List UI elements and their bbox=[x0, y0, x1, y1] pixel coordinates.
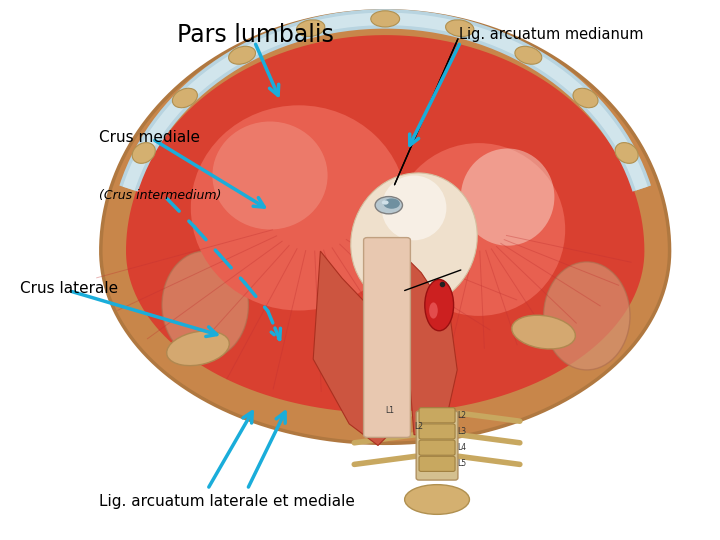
Polygon shape bbox=[400, 251, 457, 435]
FancyBboxPatch shape bbox=[419, 456, 455, 471]
FancyBboxPatch shape bbox=[419, 440, 455, 455]
Ellipse shape bbox=[229, 46, 256, 64]
Text: Lig. arcuatum medianum: Lig. arcuatum medianum bbox=[459, 27, 644, 42]
Text: L5: L5 bbox=[457, 460, 467, 468]
FancyBboxPatch shape bbox=[416, 411, 458, 480]
Polygon shape bbox=[126, 35, 644, 413]
Ellipse shape bbox=[132, 143, 156, 163]
FancyBboxPatch shape bbox=[419, 424, 455, 439]
Text: L2: L2 bbox=[415, 422, 423, 431]
Ellipse shape bbox=[446, 20, 474, 37]
Polygon shape bbox=[313, 251, 400, 446]
Ellipse shape bbox=[425, 280, 454, 330]
Ellipse shape bbox=[166, 331, 230, 366]
Ellipse shape bbox=[392, 143, 565, 316]
Ellipse shape bbox=[162, 251, 248, 359]
Ellipse shape bbox=[212, 122, 328, 230]
FancyBboxPatch shape bbox=[419, 408, 455, 423]
Ellipse shape bbox=[297, 20, 325, 37]
Ellipse shape bbox=[573, 88, 598, 107]
Polygon shape bbox=[101, 11, 670, 443]
Ellipse shape bbox=[382, 200, 389, 205]
Ellipse shape bbox=[375, 197, 402, 214]
Ellipse shape bbox=[544, 262, 630, 370]
Ellipse shape bbox=[172, 88, 197, 107]
Ellipse shape bbox=[429, 302, 438, 319]
Ellipse shape bbox=[405, 485, 469, 514]
Ellipse shape bbox=[515, 46, 541, 64]
Ellipse shape bbox=[461, 148, 554, 246]
Text: (Crus intermedium): (Crus intermedium) bbox=[99, 189, 222, 202]
Text: Pars lumbalis: Pars lumbalis bbox=[177, 23, 334, 46]
Ellipse shape bbox=[351, 173, 477, 308]
Ellipse shape bbox=[382, 176, 446, 240]
Text: L3: L3 bbox=[457, 427, 467, 436]
Text: Crus mediale: Crus mediale bbox=[99, 130, 200, 145]
Text: L4: L4 bbox=[457, 443, 467, 452]
Ellipse shape bbox=[615, 143, 638, 163]
Text: L2: L2 bbox=[457, 411, 467, 420]
Ellipse shape bbox=[512, 315, 575, 349]
Text: L1: L1 bbox=[386, 406, 395, 415]
Text: Crus laterale: Crus laterale bbox=[20, 281, 118, 296]
Ellipse shape bbox=[191, 105, 407, 310]
Text: Lig. arcuatum laterale et mediale: Lig. arcuatum laterale et mediale bbox=[99, 494, 355, 509]
Ellipse shape bbox=[371, 11, 400, 27]
FancyBboxPatch shape bbox=[364, 238, 410, 437]
Ellipse shape bbox=[384, 198, 400, 209]
